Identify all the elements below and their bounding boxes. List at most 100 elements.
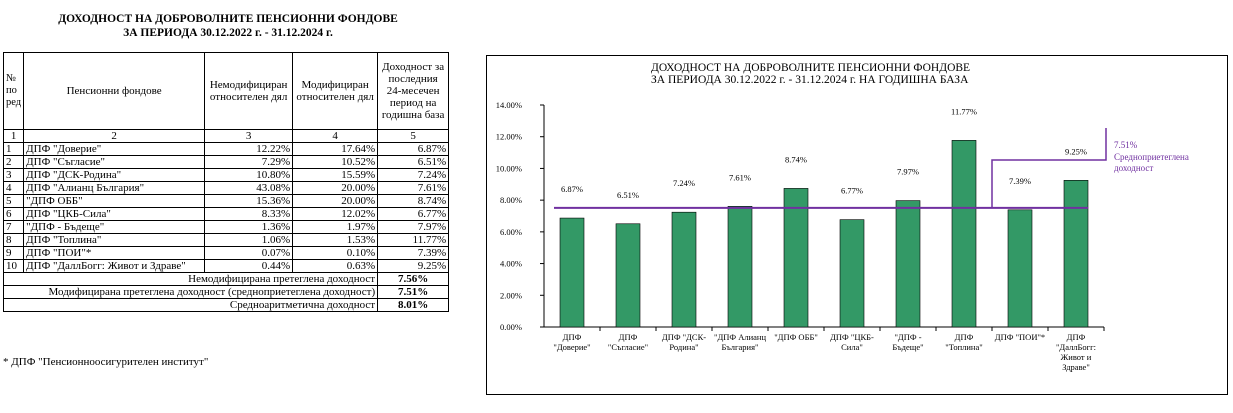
yield-value: 7.97%: [377, 220, 450, 234]
row-number: 6: [2, 207, 25, 221]
summary-row: Средноаритметична доходност 8.01%: [2, 298, 450, 312]
header-no: № по ред: [2, 52, 25, 130]
fund-name: ДПФ "Доверие": [23, 142, 206, 156]
table-row: 3 ДПФ "ДСК-Родина" 10.80% 15.59% 7.24%: [2, 168, 450, 182]
y-tick-label: 4.00%: [500, 259, 522, 269]
yield-value: 6.51%: [377, 155, 450, 169]
category-label: ДПФ "ЦКБ-: [830, 332, 874, 342]
bar: [895, 200, 921, 328]
category-label: ДПФ: [1067, 332, 1086, 342]
table-row: 2 ДПФ "Съгласие" 7.29% 10.52% 6.51%: [2, 155, 450, 169]
bar: [671, 211, 697, 328]
data-label: 7.24%: [673, 178, 695, 188]
summary-label: Немодифицирана претеглена доходност: [2, 272, 379, 286]
nonmod-share: 10.80%: [204, 168, 294, 182]
nonmod-share: 0.07%: [204, 246, 294, 260]
bar: [727, 206, 753, 328]
y-tick-label: 10.00%: [496, 163, 522, 173]
category-label: "Доверие": [553, 342, 590, 352]
table-row: 5 "ДПФ ОББ" 15.36% 20.00% 8.74%: [2, 194, 450, 208]
nonmod-share: 1.06%: [204, 233, 294, 247]
fund-name: "ДПФ - Бъдеще": [23, 220, 206, 234]
yield-value: 7.39%: [377, 246, 450, 260]
index-cell: 1: [2, 129, 25, 143]
fund-name: ДПФ "ЦКБ-Сила": [23, 207, 206, 221]
fund-name: ДПФ "Алианц България": [23, 181, 206, 195]
yield-value: 7.24%: [377, 168, 450, 182]
table-row: 9 ДПФ "ПОИ"* 0.07% 0.10% 7.39%: [2, 246, 450, 260]
header-mod: Модифициран относителен дял: [292, 52, 379, 130]
mod-share: 1.53%: [292, 233, 379, 247]
category-label: ДПФ: [563, 332, 582, 342]
bar: [559, 217, 585, 328]
chart-frame: [486, 55, 1228, 395]
nonmod-share: 1.36%: [204, 220, 294, 234]
category-label: "ДПФ ОББ": [774, 332, 818, 342]
category-label: ДПФ "ПОИ"*: [995, 332, 1045, 342]
data-label: 7.39%: [1009, 176, 1031, 186]
bar: [1063, 180, 1089, 328]
fund-name: ДПФ "Топлина": [23, 233, 206, 247]
category-label: Живот и: [1061, 352, 1092, 362]
table-row: 1 ДПФ "Доверие" 12.22% 17.64% 6.87%: [2, 142, 450, 156]
y-tick-label: 14.00%: [496, 100, 522, 110]
average-callout-connector: [991, 128, 1107, 208]
table-row: 6 ДПФ "ЦКБ-Сила" 8.33% 12.02% 6.77%: [2, 207, 450, 221]
y-tick-label: 0.00%: [500, 322, 522, 332]
summary-row: Модифицирана претеглена доходност (средн…: [2, 285, 450, 299]
row-number: 10: [2, 259, 25, 273]
bar: [839, 219, 865, 328]
category-label: "Съгласие": [608, 342, 648, 352]
bar: [951, 140, 977, 328]
category-label: "Топлина": [945, 342, 982, 352]
summary-label: Модифицирана претеглена доходност (средн…: [2, 285, 379, 299]
footnote: * ДПФ "Пенсионноосигурителен институт": [3, 356, 209, 368]
summary-value: 7.51%: [377, 285, 450, 299]
fund-name: "ДПФ ОББ": [23, 194, 206, 208]
mod-share: 1.97%: [292, 220, 379, 234]
chart-title-line: ДОХОДНОСТ НА ДОБРОВОЛНИТЕ ПЕНСИОННИ ФОНД…: [651, 62, 970, 74]
y-tick-label: 12.00%: [496, 132, 522, 142]
category-label: Здраве": [1062, 362, 1090, 372]
mod-share: 0.63%: [292, 259, 379, 273]
category-label: ДПФ "ДСК-: [662, 332, 706, 342]
index-cell: 3: [204, 129, 294, 143]
row-number: 5: [2, 194, 25, 208]
row-number: 4: [2, 181, 25, 195]
bar: [615, 223, 641, 328]
index-cell: 5: [377, 129, 450, 143]
data-label: 8.74%: [785, 154, 807, 164]
page-title-line1: ДОХОДНОСТ НА ДОБРОВОЛНИТЕ ПЕНСИОННИ ФОНД…: [58, 13, 398, 25]
yield-value: 6.77%: [377, 207, 450, 221]
row-number: 7: [2, 220, 25, 234]
nonmod-share: 12.22%: [204, 142, 294, 156]
summary-value: 7.56%: [377, 272, 450, 286]
y-tick-label: 2.00%: [500, 290, 522, 300]
bar: [783, 188, 809, 328]
summary-label: Средноаритметична доходност: [2, 298, 379, 312]
table-row: 8 ДПФ "Топлина" 1.06% 1.53% 11.77%: [2, 233, 450, 247]
table-row: 10 ДПФ "ДаллБогг: Живот и Здраве" 0.44% 0.6…: [2, 259, 450, 273]
header-fund: Пенсионни фондове: [23, 52, 206, 130]
index-row: 1 2 3 4 5: [2, 129, 450, 143]
row-number: 8: [2, 233, 25, 247]
funds-table: № по ред Пенсионни фондове Немодифициран…: [2, 52, 450, 312]
data-label: 11.77%: [951, 106, 977, 116]
data-label: 9.25%: [1065, 146, 1087, 156]
fund-name: ДПФ "Съгласие": [23, 155, 206, 169]
mod-share: 20.00%: [292, 194, 379, 208]
average-label-text: Средноприетеглена: [1114, 152, 1189, 162]
yield-value: 6.87%: [377, 142, 450, 156]
yield-value: 9.25%: [377, 259, 450, 273]
average-label-value: 7.51%: [1114, 140, 1138, 150]
category-label: Сила": [841, 342, 863, 352]
data-label: 7.61%: [729, 172, 751, 182]
average-label-text: доходност: [1114, 163, 1153, 173]
summary-value: 8.01%: [377, 298, 450, 312]
fund-name: ДПФ "ПОИ"*: [23, 246, 206, 260]
yield-value: 7.61%: [377, 181, 450, 195]
nonmod-share: 15.36%: [204, 194, 294, 208]
y-tick-label: 8.00%: [500, 195, 522, 205]
header-yield: Доходност за последния 24-месечен период…: [377, 52, 450, 130]
category-label: ДПФ: [955, 332, 974, 342]
